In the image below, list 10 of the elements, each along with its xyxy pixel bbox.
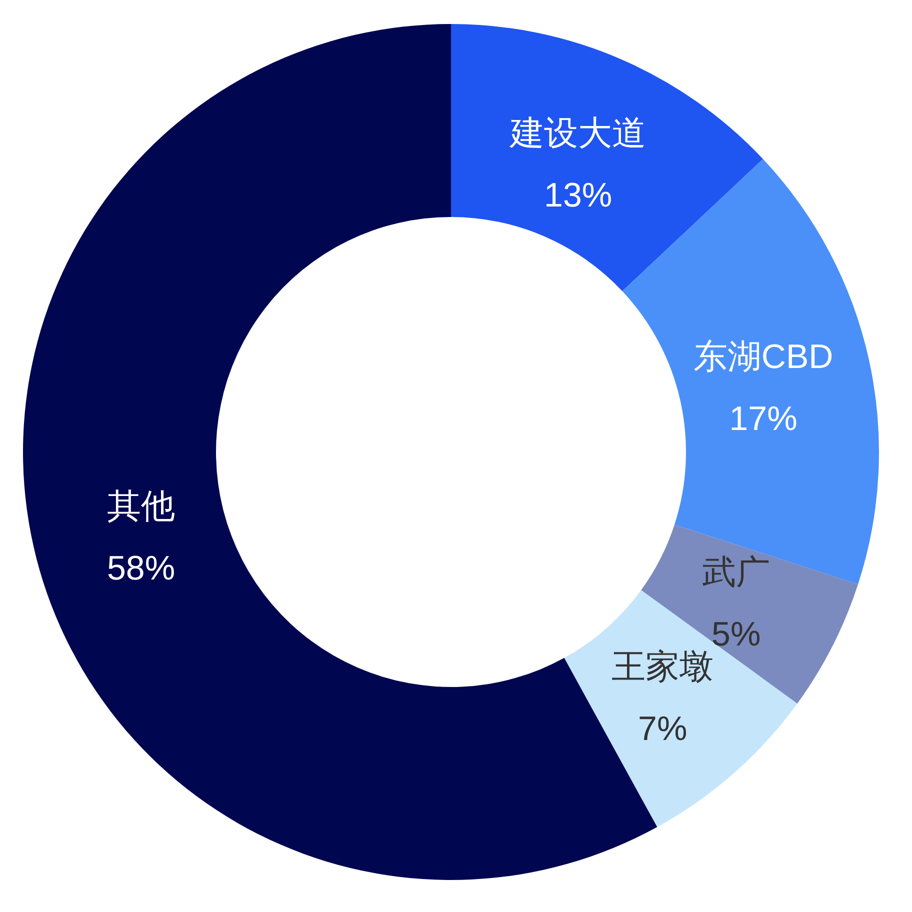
slice-label: 王家墩: [612, 648, 714, 686]
data-label: 17%: [729, 400, 798, 438]
data-label: 7%: [638, 710, 688, 748]
slice-label: 武广: [702, 553, 770, 592]
slice-label: 东湖CBD: [693, 338, 834, 376]
data-label: 13%: [544, 176, 612, 214]
data-label: 5%: [712, 615, 761, 654]
slice-label: 其他: [107, 488, 176, 526]
data-label: 58%: [107, 550, 176, 588]
slice-label: 建设大道: [509, 114, 646, 152]
